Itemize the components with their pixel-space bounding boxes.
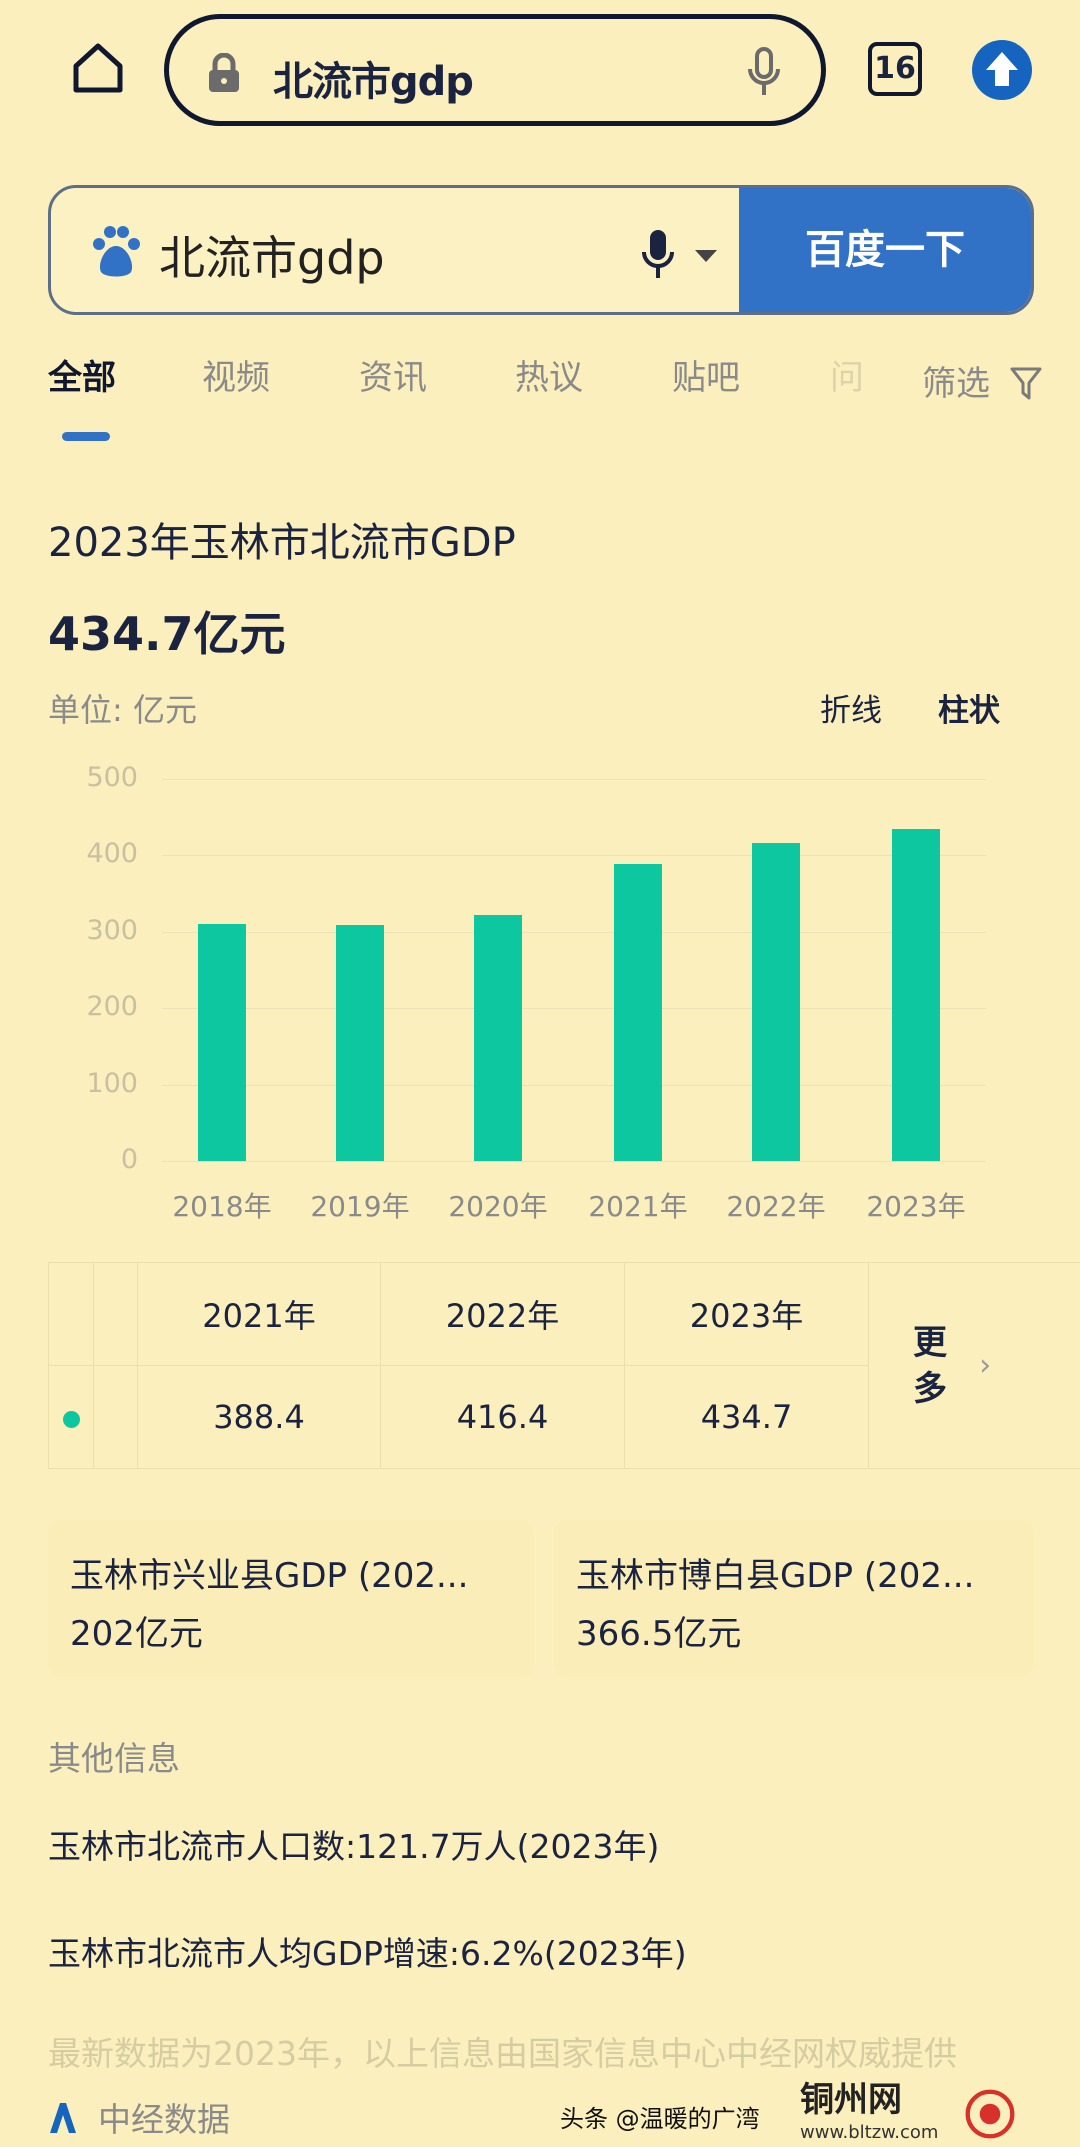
chevron-right-icon: › (979, 1348, 992, 1383)
table-header: 2023年 (624, 1262, 869, 1366)
population-info: 玉林市北流市人口数:121.7万人(2023年) (48, 1827, 660, 1866)
gdp-table: 2021年 2022年 2023年 更多 › 388.4 416.4 434.7 (48, 1262, 1080, 1469)
watermark-text: 头条 @温暖的广湾 (560, 2105, 760, 2133)
gdp-growth-info: 玉林市北流市人均GDP增速:6.2%(2023年) (48, 1934, 687, 1973)
active-tab-indicator (62, 432, 110, 441)
gridline (162, 1084, 986, 1086)
x-tick-label: 2021年 (588, 1190, 688, 1223)
related-value: 366.5亿元 (576, 1614, 742, 1654)
related-title: 玉林市博白县GDP (202... (576, 1556, 975, 1596)
source-label: 中经数据 (98, 2100, 230, 2139)
result-value: 434.7亿元 (48, 607, 286, 661)
tab-ask[interactable]: 问 (830, 358, 864, 398)
tab-video[interactable]: 视频 (202, 358, 270, 398)
table-cell: 434.7 (624, 1365, 869, 1469)
tab-tieba[interactable]: 贴吧 (672, 358, 740, 398)
y-tick-label: 300 (86, 914, 138, 946)
voice-search-icon[interactable] (641, 228, 675, 280)
zhongjing-logo-icon (50, 2103, 76, 2133)
y-tick-label: 100 (86, 1067, 138, 1099)
gridline (162, 1008, 986, 1010)
address-text: 北流市gdp (273, 59, 474, 105)
funnel-icon (1010, 367, 1042, 400)
bar-2021年[interactable] (614, 864, 662, 1161)
more-button[interactable]: 更多 › (868, 1262, 1080, 1469)
line-chart-toggle[interactable]: 折线 (820, 693, 882, 729)
baidu-paw-logo (93, 226, 140, 277)
bar-2018年[interactable] (198, 924, 246, 1161)
filter-label: 筛选 (922, 364, 990, 404)
y-tick-label: 200 (86, 991, 138, 1023)
baidu-search-button[interactable]: 百度一下 (739, 188, 1031, 312)
table-header: 2021年 (137, 1262, 381, 1366)
tab-discussion[interactable]: 热议 (515, 358, 583, 398)
x-tick-label: 2018年 (172, 1190, 272, 1223)
y-tick-label: 400 (86, 838, 138, 870)
x-tick-label: 2019年 (310, 1190, 410, 1223)
related-card-xingye[interactable]: 玉林市兴业县GDP (202... 202亿元 (48, 1520, 534, 1677)
data-source-note: 最新数据为2023年，以上信息由国家信息中心中经网权威提供 (48, 2034, 957, 2073)
baidu-search-box[interactable]: 北流市gdp 百度一下 (48, 185, 1034, 315)
more-label: 更多 (913, 1322, 947, 1409)
table-cell (93, 1365, 138, 1469)
x-tick-label: 2020年 (448, 1190, 548, 1223)
tab-all[interactable]: 全部 (48, 358, 116, 398)
microphone-icon[interactable] (747, 47, 781, 97)
x-tick-label: 2023年 (866, 1190, 966, 1223)
table-cell (48, 1262, 94, 1366)
related-value: 202亿元 (70, 1614, 203, 1654)
arrow-up-icon (986, 52, 1018, 86)
bar-2019年[interactable] (336, 924, 384, 1161)
search-input[interactable]: 北流市gdp (159, 231, 385, 285)
table-cell: 416.4 (380, 1365, 625, 1469)
address-bar[interactable]: 北流市gdp (164, 14, 826, 126)
related-title: 玉林市兴业县GDP (202... (70, 1556, 469, 1596)
watermark: 头条 @温暖的广湾 铜州网 www.bltzw.com (560, 2080, 1080, 2147)
tab-count-button[interactable]: 16 (868, 42, 922, 96)
filter-button[interactable]: 筛选 (922, 356, 1043, 405)
table-cell (93, 1262, 138, 1366)
unit-label: 单位: 亿元 (48, 691, 197, 729)
bar-2023年[interactable] (892, 828, 940, 1161)
other-info-heading: 其他信息 (48, 1739, 180, 1778)
watermark-site: www.bltzw.com (800, 2122, 939, 2143)
result-title[interactable]: 2023年玉林市北流市GDP (48, 520, 516, 566)
upload-button[interactable] (972, 40, 1032, 100)
y-tick-label: 500 (86, 762, 138, 793)
watermark-seal-logo (965, 2089, 1015, 2139)
gridline (162, 779, 986, 780)
gridline (162, 855, 986, 857)
table-cell: 388.4 (137, 1365, 381, 1469)
home-icon[interactable] (70, 40, 126, 96)
gridline (162, 1161, 986, 1162)
bar-chart-toggle[interactable]: 柱状 (938, 693, 1000, 729)
series-dot (48, 1365, 94, 1469)
tab-news[interactable]: 资讯 (359, 358, 427, 398)
watermark-logo-text: 铜州网 (800, 2080, 902, 2120)
y-tick-label: 0 (120, 1144, 138, 1175)
table-header: 2022年 (380, 1262, 625, 1366)
bar-2020年[interactable] (474, 914, 522, 1161)
lock-icon (209, 53, 239, 92)
dropdown-caret-icon[interactable] (695, 250, 717, 262)
related-card-bobai[interactable]: 玉林市博白县GDP (202... 366.5亿元 (554, 1520, 1034, 1677)
source-link[interactable]: 中经数据 (48, 2100, 230, 2140)
gridline (162, 931, 986, 933)
table-row: 388.4 416.4 434.7 (48, 1365, 1080, 1469)
x-tick-label: 2022年 (726, 1190, 826, 1223)
table-header-row: 2021年 2022年 2023年 更多 › (48, 1262, 1080, 1469)
bar-2022年[interactable] (752, 842, 800, 1161)
